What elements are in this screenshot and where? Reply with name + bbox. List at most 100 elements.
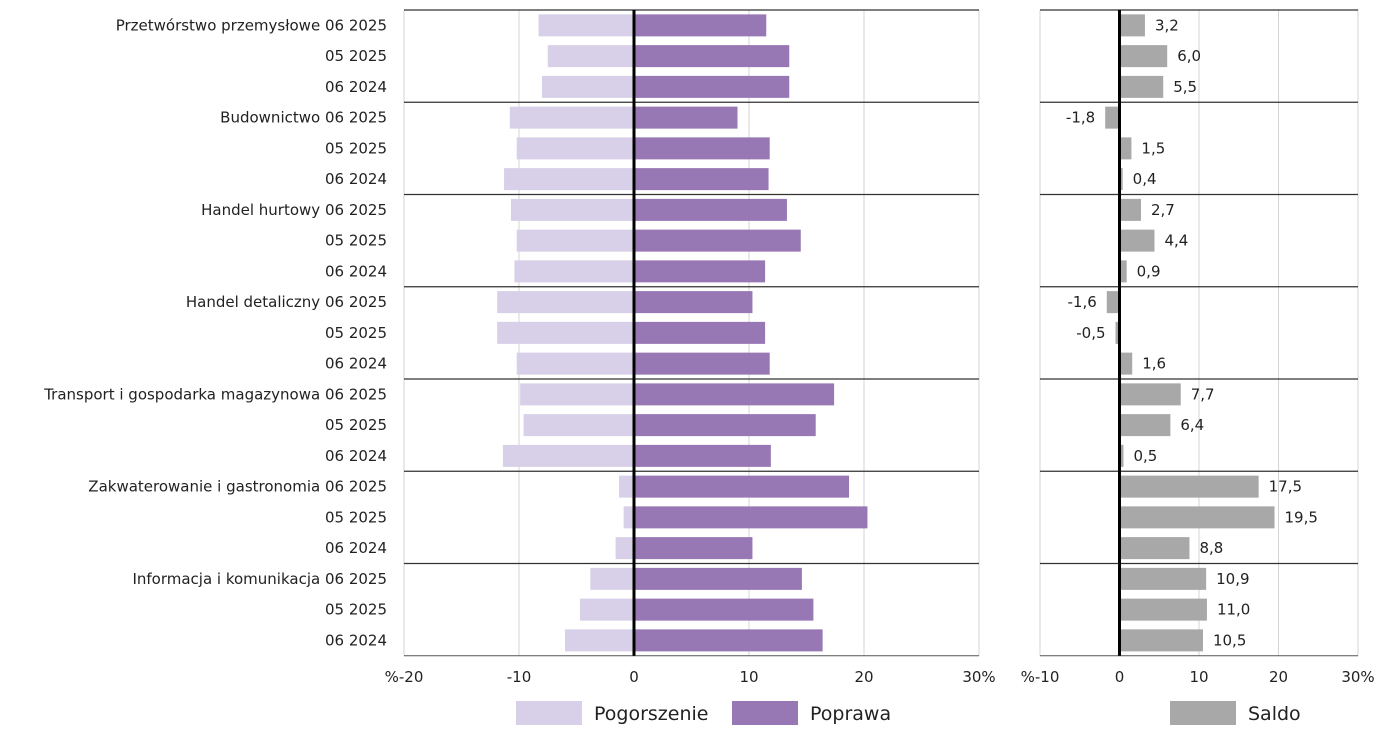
bar-poprawa <box>634 352 770 375</box>
bar-poprawa <box>634 629 823 652</box>
text-layer: 3,2 6,0 5,5 -1,8 1,5 0,4 2,7 4,40,9 -1,6 -0,5 1,6 7… <box>43 16 1374 685</box>
row-label: Zakwaterowanie i gastronomia 06 2025 <box>88 478 387 496</box>
saldo-data-label: 0,4 <box>1133 170 1157 188</box>
saldo-data-label: -0,5 <box>1076 324 1105 342</box>
period-label: 05 2025 <box>325 232 387 250</box>
legend-label-pogorszenie: Pogorszenie <box>594 703 708 725</box>
saldo-data-label: 4,4 <box>1164 232 1188 250</box>
bar-poprawa <box>634 414 816 437</box>
saldo-data-label: 1,6 <box>1142 355 1166 373</box>
period-label: 06 2024 <box>325 631 387 649</box>
bar-pogorszenie <box>542 75 634 98</box>
bar-saldo <box>1115 321 1120 344</box>
bar-saldo <box>1119 444 1124 467</box>
period-label: 05 2025 <box>325 416 387 434</box>
bar-poprawa <box>634 475 850 498</box>
saldo-data-label: -1,6 <box>1067 293 1096 311</box>
bar-poprawa <box>634 106 738 129</box>
row-label: 06 2024 <box>325 170 387 188</box>
bar-pogorszenie <box>504 168 634 191</box>
bar-poprawa <box>634 198 787 221</box>
bar-poprawa <box>634 75 790 98</box>
frame-layer <box>404 9 1358 657</box>
row-label: 06 2024 <box>325 447 387 465</box>
row-label: 05 2025 <box>325 324 387 342</box>
bar-pogorszenie <box>579 598 634 621</box>
bar-pogorszenie <box>615 537 634 560</box>
saldo-data-label: 7,7 <box>1191 385 1215 403</box>
bar-pogorszenie <box>509 106 634 129</box>
legend-swatch-poprawa <box>732 701 798 725</box>
row-label: Budownictwo 06 2025 <box>220 109 387 127</box>
bar-saldo <box>1119 75 1164 98</box>
x-tick-label-right: %-10 <box>1021 668 1060 686</box>
legend-swatch-pogorszenie <box>516 701 582 725</box>
period-label: 06 2024 <box>325 447 387 465</box>
period-label: 06 2025 <box>325 293 387 311</box>
bar-saldo <box>1119 598 1207 621</box>
legend-layer: Pogorszenie Poprawa Saldo <box>516 701 1301 725</box>
bar-pogorszenie <box>497 321 634 344</box>
bar-saldo <box>1119 629 1203 652</box>
group-name-label: Transport i gospodarka magazynowa <box>43 385 320 403</box>
bar-pogorszenie <box>547 45 634 68</box>
x-tick-label-left: 0 <box>629 668 639 686</box>
bar-poprawa <box>634 291 753 314</box>
bar-pogorszenie <box>565 629 634 652</box>
bar-saldo <box>1119 414 1171 437</box>
bar-poprawa <box>634 14 767 37</box>
group-name-label: Handel detaliczny <box>186 293 320 311</box>
bar-saldo <box>1119 537 1190 560</box>
bar-pogorszenie <box>516 137 634 160</box>
bar-poprawa <box>634 260 766 283</box>
period-label: 06 2025 <box>325 570 387 588</box>
bar-poprawa <box>634 598 814 621</box>
x-tick-label-left: %-20 <box>385 668 424 686</box>
legend-label-poprawa: Poprawa <box>810 703 891 725</box>
group-name-label: Handel hurtowy <box>201 201 320 219</box>
bar-pogorszenie <box>516 352 634 375</box>
bar-saldo <box>1119 475 1259 498</box>
saldo-data-label: 5,5 <box>1173 78 1197 96</box>
period-label: 06 2024 <box>325 170 387 188</box>
bar-saldo <box>1119 198 1141 221</box>
bar-poprawa <box>634 506 868 529</box>
saldo-data-label: 0,9 <box>1137 262 1161 280</box>
bar-saldo <box>1119 137 1132 160</box>
bar-pogorszenie <box>619 475 634 498</box>
saldo-data-label: 11,0 <box>1217 601 1250 619</box>
row-label: 05 2025 <box>325 601 387 619</box>
period-label: 06 2024 <box>325 355 387 373</box>
row-label: 05 2025 <box>325 47 387 65</box>
period-label: 06 2024 <box>325 262 387 280</box>
bar-saldo <box>1119 567 1207 590</box>
period-label: 06 2025 <box>325 385 387 403</box>
period-label: 05 2025 <box>325 139 387 157</box>
group-name-label: Przetwórstwo przemysłowe <box>116 16 321 34</box>
period-label: 06 2025 <box>325 201 387 219</box>
period-label: 06 2025 <box>325 109 387 127</box>
row-label: 06 2024 <box>325 78 387 96</box>
bar-saldo <box>1119 506 1275 529</box>
row-label: 05 2025 <box>325 232 387 250</box>
bar-saldo <box>1119 229 1155 252</box>
saldo-data-label: 10,5 <box>1213 631 1246 649</box>
x-tick-label-right: 10 <box>1189 668 1208 686</box>
saldo-data-label: 1,5 <box>1141 139 1165 157</box>
x-tick-label-right: 20 <box>1269 668 1288 686</box>
bar-poprawa <box>634 383 835 406</box>
bar-pogorszenie <box>623 506 634 529</box>
row-label: 05 2025 <box>325 416 387 434</box>
bar-pogorszenie <box>538 14 634 37</box>
bar-pogorszenie <box>497 291 634 314</box>
row-label: 05 2025 <box>325 508 387 526</box>
bar-poprawa <box>634 137 770 160</box>
x-tick-label-left: 20 <box>854 668 873 686</box>
x-tick-label-left: -10 <box>507 668 532 686</box>
period-label: 05 2025 <box>325 47 387 65</box>
bar-saldo <box>1119 352 1133 375</box>
row-label: Przetwórstwo przemysłowe 06 2025 <box>116 16 387 34</box>
bar-saldo <box>1119 45 1168 68</box>
saldo-data-label: 6,0 <box>1177 47 1201 65</box>
